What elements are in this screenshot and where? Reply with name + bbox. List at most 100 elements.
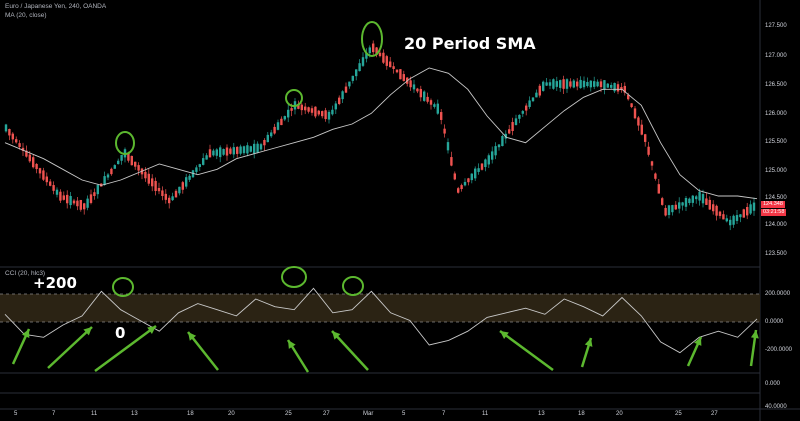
candle-body xyxy=(463,181,467,186)
highlight-circle xyxy=(361,21,383,57)
candle-body xyxy=(236,146,239,154)
candle-body xyxy=(627,94,630,100)
time-axis[interactable]: 5 7 11 13 18 20 25 27 Mar 5 7 11 13 18 20 25 27 xyxy=(0,411,760,421)
candle-body xyxy=(538,85,541,96)
time-tick: 7 xyxy=(52,411,56,417)
candle-body xyxy=(317,110,320,115)
candle-body xyxy=(368,47,371,54)
candle-body xyxy=(705,198,708,205)
candle-body xyxy=(684,197,688,207)
candle-body xyxy=(752,202,756,211)
price-tick: 123.500 xyxy=(765,251,787,257)
candle-body xyxy=(429,100,433,105)
candle-body xyxy=(372,43,375,53)
candle-body xyxy=(69,195,72,206)
candle-body xyxy=(508,129,511,134)
candle-body xyxy=(576,81,579,87)
candle-body xyxy=(474,168,477,179)
candle-body xyxy=(535,92,538,98)
candle-body xyxy=(572,80,575,88)
candle-body xyxy=(569,81,572,87)
candle-body xyxy=(460,185,463,190)
candle-body xyxy=(725,218,728,222)
time-tick: Mar xyxy=(363,411,374,417)
candle-body xyxy=(290,108,293,111)
candle-body xyxy=(667,205,671,216)
candle-body xyxy=(89,194,93,203)
candle-body xyxy=(375,47,378,55)
candle-body xyxy=(249,146,252,152)
candle-body xyxy=(637,117,640,126)
candle-body xyxy=(331,109,334,115)
candle-body xyxy=(171,196,174,201)
candle-body xyxy=(72,200,76,204)
candle-body xyxy=(208,149,212,158)
candle-body xyxy=(361,57,365,66)
candle-body xyxy=(35,163,38,170)
annotation-arrowhead xyxy=(694,337,702,346)
candle-body xyxy=(215,149,218,156)
candle-body xyxy=(389,61,392,68)
candle-body xyxy=(630,103,633,108)
symbol-legend[interactable]: Euro / Japanese Yen, 240, OANDA xyxy=(5,3,107,10)
candle-body xyxy=(695,196,698,200)
annotation-arrowhead xyxy=(188,332,197,341)
candle-body xyxy=(708,199,711,210)
candle-body xyxy=(324,110,327,120)
candle-body xyxy=(691,195,694,203)
annotation-arrowhead xyxy=(288,340,296,349)
ma-legend[interactable]: MA (20, close) xyxy=(5,12,47,19)
candle-body xyxy=(518,114,521,119)
candle-body xyxy=(678,202,681,209)
candle-body xyxy=(548,82,552,86)
annotation-arrow xyxy=(331,330,369,371)
candle-body xyxy=(392,66,395,69)
candle-body xyxy=(185,177,188,187)
candle-body xyxy=(644,134,647,142)
candle-body xyxy=(358,63,361,72)
sma-line xyxy=(4,67,758,200)
candle-body xyxy=(722,214,725,220)
highlight-circle xyxy=(342,276,364,296)
candle-body xyxy=(154,180,157,192)
candle-body xyxy=(433,104,436,107)
zero-annotation: 0 xyxy=(115,324,126,342)
cci-legend[interactable]: CCI (20, hlc3) xyxy=(5,270,46,277)
candle-body xyxy=(266,134,269,143)
candle-body xyxy=(76,200,79,207)
candle-body xyxy=(511,122,514,132)
candle-body xyxy=(178,186,181,194)
candle-body xyxy=(453,173,456,180)
candle-body xyxy=(86,198,89,208)
candle-body xyxy=(157,187,161,192)
time-tick: 5 xyxy=(14,411,18,417)
candle-body xyxy=(599,81,603,88)
candle-body xyxy=(263,139,266,146)
candle-body xyxy=(276,122,280,130)
candle-body xyxy=(344,86,348,93)
candle-body xyxy=(334,103,337,110)
candle-body xyxy=(470,173,473,181)
annotation-arrowhead xyxy=(22,329,30,338)
candle-body xyxy=(409,80,412,88)
candle-body xyxy=(280,118,283,126)
candle-body xyxy=(134,161,137,167)
candle-body xyxy=(120,154,123,161)
candle-body xyxy=(327,111,331,120)
candle-body xyxy=(59,191,62,201)
cci-tick: -200.0000 xyxy=(765,347,793,353)
cci-tick: 0.0000 xyxy=(765,319,784,325)
candle-body xyxy=(11,133,14,140)
candle-body xyxy=(562,79,565,89)
time-tick: 25 xyxy=(285,411,292,417)
candle-body xyxy=(385,56,388,66)
candle-body xyxy=(671,205,674,213)
candle-body xyxy=(640,124,643,135)
candle-body xyxy=(161,190,164,197)
candle-body xyxy=(616,84,620,92)
candle-body xyxy=(378,52,382,57)
candle-body xyxy=(96,185,99,195)
candle-body xyxy=(164,193,167,200)
highlight-circle xyxy=(112,277,134,297)
